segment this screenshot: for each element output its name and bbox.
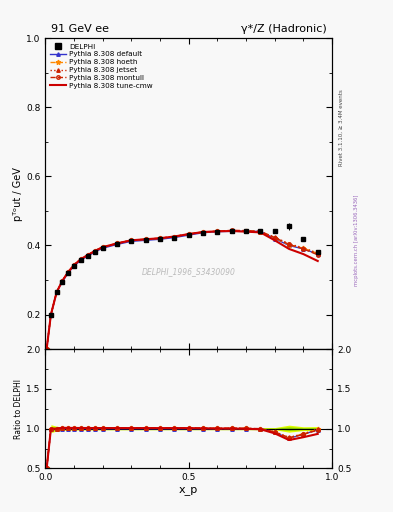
Text: γ*/Z (Hadronic): γ*/Z (Hadronic) <box>241 24 326 34</box>
Legend: DELPHI, Pythia 8.308 default, Pythia 8.308 hoeth, Pythia 8.308 jetset, Pythia 8.: DELPHI, Pythia 8.308 default, Pythia 8.3… <box>49 42 154 90</box>
X-axis label: x_p: x_p <box>179 485 198 495</box>
Y-axis label: pᵀᵒut / GeV: pᵀᵒut / GeV <box>13 167 23 221</box>
Text: DELPHI_1996_S3430090: DELPHI_1996_S3430090 <box>142 267 235 276</box>
Y-axis label: Ratio to DELPHI: Ratio to DELPHI <box>14 379 23 439</box>
Text: mcplots.cern.ch [arXiv:1306.3436]: mcplots.cern.ch [arXiv:1306.3436] <box>354 195 359 286</box>
Text: 91 GeV ee: 91 GeV ee <box>51 24 109 34</box>
Text: Rivet 3.1.10, ≥ 3.4M events: Rivet 3.1.10, ≥ 3.4M events <box>339 90 344 166</box>
